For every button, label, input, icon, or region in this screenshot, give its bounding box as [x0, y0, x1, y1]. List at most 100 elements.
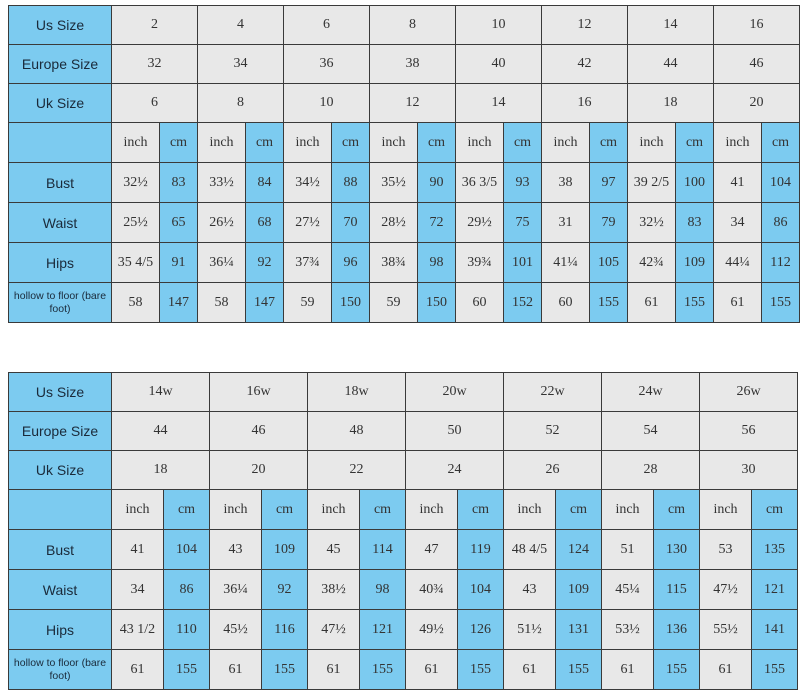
unit-cm: cm: [359, 489, 406, 530]
inch-value: 38¾: [369, 242, 418, 283]
us-size-value: 14: [627, 5, 714, 45]
us-size-value: 22w: [503, 372, 602, 412]
us-size-label: Us Size: [8, 372, 112, 412]
cm-value: 104: [163, 529, 210, 570]
inch-value: 60: [541, 282, 590, 323]
inch-value: 58: [197, 282, 246, 323]
inch-value: 47½: [307, 609, 360, 650]
europe-size-value: 48: [307, 411, 406, 451]
cm-value: 115: [653, 569, 700, 610]
unit-cm: cm: [761, 122, 800, 163]
cm-value: 155: [589, 282, 628, 323]
cm-value: 75: [503, 202, 542, 243]
inch-value: 61: [405, 649, 458, 690]
us-size-value: 18w: [307, 372, 406, 412]
cm-value: 92: [261, 569, 308, 610]
cm-value: 110: [163, 609, 210, 650]
cm-value: 152: [503, 282, 542, 323]
cm-value: 104: [457, 569, 504, 610]
us-size-value: 2: [111, 5, 198, 45]
cm-value: 88: [331, 162, 370, 203]
cm-value: 72: [417, 202, 456, 243]
row-label: Bust: [8, 162, 112, 203]
table-row: hollow to floor (bare foot) 61 155 61 155 61 1…: [8, 649, 798, 690]
inch-value: 39¾: [455, 242, 504, 283]
cm-value: 116: [261, 609, 308, 650]
inch-value: 61: [307, 649, 360, 690]
cm-value: 96: [331, 242, 370, 283]
inch-value: 34½: [283, 162, 332, 203]
unit-header-blank: [8, 489, 112, 530]
unit-inch: inch: [405, 489, 458, 530]
inch-value: 41: [111, 529, 164, 570]
us-size-value: 4: [197, 5, 284, 45]
cm-value: 136: [653, 609, 700, 650]
europe-size-value: 34: [197, 44, 284, 84]
unit-cm: cm: [163, 489, 210, 530]
unit-cm: cm: [555, 489, 602, 530]
cm-value: 114: [359, 529, 406, 570]
unit-cm: cm: [331, 122, 370, 163]
europe-size-value: 46: [713, 44, 800, 84]
uk-size-value: 8: [197, 83, 284, 123]
unit-row: inch cm inch cm inch cm inch cm inch cm inch cm inch…: [8, 489, 798, 530]
cm-value: 90: [417, 162, 456, 203]
unit-inch: inch: [369, 122, 418, 163]
inch-value: 27½: [283, 202, 332, 243]
inch-value: 36¼: [197, 242, 246, 283]
unit-inch: inch: [111, 489, 164, 530]
inch-value: 34: [111, 569, 164, 610]
inch-value: 41¼: [541, 242, 590, 283]
cm-value: 65: [159, 202, 198, 243]
inch-value: 43 1/2: [111, 609, 164, 650]
size-chart-plus: Us Size 14w 16w 18w 20w 22w 24w 26w Europe Size 4…: [8, 372, 798, 690]
inch-value: 59: [369, 282, 418, 323]
unit-inch: inch: [307, 489, 360, 530]
cm-value: 124: [555, 529, 602, 570]
unit-cm: cm: [417, 122, 456, 163]
us-size-row: Us Size 14w 16w 18w 20w 22w 24w 26w: [8, 372, 798, 412]
inch-value: 53: [699, 529, 752, 570]
inch-value: 37¾: [283, 242, 332, 283]
cm-value: 155: [761, 282, 800, 323]
us-size-value: 12: [541, 5, 628, 45]
row-label: hollow to floor (bare foot): [8, 282, 112, 323]
unit-inch: inch: [713, 122, 762, 163]
cm-value: 91: [159, 242, 198, 283]
uk-size-label: Uk Size: [8, 450, 112, 490]
inch-value: 61: [627, 282, 676, 323]
inch-value: 51: [601, 529, 654, 570]
cm-value: 83: [159, 162, 198, 203]
inch-value: 34: [713, 202, 762, 243]
cm-value: 155: [163, 649, 210, 690]
unit-inch: inch: [541, 122, 590, 163]
table-row: Hips 35 4/5 91 36¼ 92 37¾ 96 38¾ 98 39¾ 101 41¼ 105 4…: [8, 242, 800, 283]
inch-value: 32½: [627, 202, 676, 243]
unit-inch: inch: [111, 122, 160, 163]
inch-value: 61: [601, 649, 654, 690]
us-size-value: 10: [455, 5, 542, 45]
cm-value: 109: [555, 569, 602, 610]
unit-inch: inch: [627, 122, 676, 163]
inch-value: 42¾: [627, 242, 676, 283]
us-size-value: 20w: [405, 372, 504, 412]
cm-value: 155: [675, 282, 714, 323]
cm-value: 119: [457, 529, 504, 570]
cm-value: 86: [761, 202, 800, 243]
cm-value: 155: [457, 649, 504, 690]
inch-value: 35 4/5: [111, 242, 160, 283]
inch-value: 48 4/5: [503, 529, 556, 570]
europe-size-value: 40: [455, 44, 542, 84]
uk-size-value: 10: [283, 83, 370, 123]
inch-value: 28½: [369, 202, 418, 243]
europe-size-label: Europe Size: [8, 411, 112, 451]
europe-size-value: 50: [405, 411, 504, 451]
cm-value: 126: [457, 609, 504, 650]
cm-value: 86: [163, 569, 210, 610]
table-row: Bust 41 104 43 109 45 114 47 119 48 4/5 124 51 130 53…: [8, 529, 798, 570]
uk-size-value: 18: [111, 450, 210, 490]
unit-inch: inch: [601, 489, 654, 530]
cm-value: 109: [675, 242, 714, 283]
table-row: Waist 34 86 36¼ 92 38½ 98 40¾ 104 43 109 45¼ 115 47½ 1…: [8, 569, 798, 610]
inch-value: 61: [503, 649, 556, 690]
